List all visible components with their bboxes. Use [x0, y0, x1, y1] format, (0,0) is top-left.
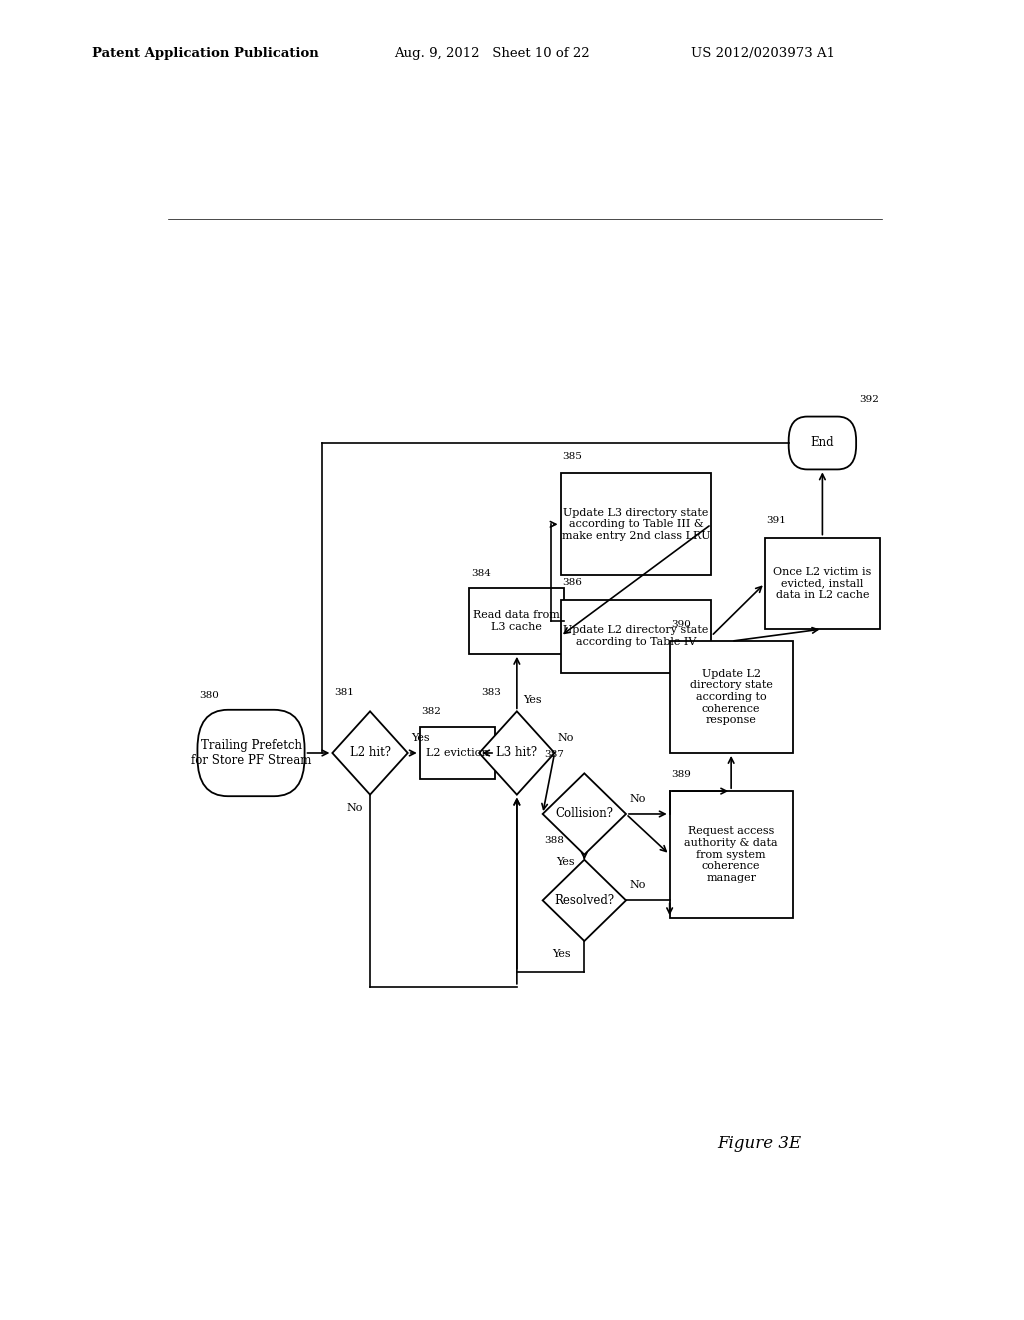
Text: US 2012/0203973 A1: US 2012/0203973 A1 — [691, 46, 836, 59]
Text: Once L2 victim is
evicted, install
data in L2 cache: Once L2 victim is evicted, install data … — [773, 566, 871, 599]
Text: End: End — [811, 437, 835, 450]
Text: No: No — [629, 793, 645, 804]
Text: Figure 3E: Figure 3E — [717, 1135, 801, 1152]
Text: Patent Application Publication: Patent Application Publication — [92, 46, 318, 59]
Text: 382: 382 — [421, 708, 441, 717]
Polygon shape — [543, 859, 626, 941]
Bar — [765, 537, 880, 630]
Text: 384: 384 — [471, 569, 490, 578]
Text: 388: 388 — [544, 837, 564, 846]
Text: 387: 387 — [544, 750, 564, 759]
Text: 390: 390 — [671, 620, 691, 630]
Text: Yes: Yes — [411, 733, 429, 743]
Text: L2 eviction: L2 eviction — [426, 748, 488, 758]
Text: Read data from
L3 cache: Read data from L3 cache — [473, 610, 560, 632]
Text: Trailing Prefetch
for Store PF Stream: Trailing Prefetch for Store PF Stream — [190, 739, 311, 767]
Bar — [670, 791, 793, 919]
Polygon shape — [543, 774, 626, 854]
Text: L2 hit?: L2 hit? — [349, 747, 390, 759]
Bar — [420, 726, 495, 779]
Text: Aug. 9, 2012   Sheet 10 of 22: Aug. 9, 2012 Sheet 10 of 22 — [394, 46, 590, 59]
Text: Request access
authority & data
from system
coherence
manager: Request access authority & data from sys… — [684, 826, 778, 883]
Text: Update L2 directory state
according to Table IV: Update L2 directory state according to T… — [563, 626, 709, 647]
Text: Collision?: Collision? — [555, 808, 613, 821]
Text: No: No — [346, 803, 362, 813]
Polygon shape — [333, 711, 408, 795]
Text: 391: 391 — [766, 516, 786, 525]
Text: No: No — [629, 880, 645, 890]
Text: Update L2
directory state
according to
coherence
response: Update L2 directory state according to c… — [690, 669, 772, 725]
Bar — [560, 474, 712, 576]
FancyBboxPatch shape — [788, 417, 856, 470]
Text: 389: 389 — [671, 770, 691, 779]
Text: 381: 381 — [334, 688, 354, 697]
Text: Yes: Yes — [556, 857, 575, 867]
Text: Yes: Yes — [523, 696, 542, 705]
Bar — [560, 599, 712, 673]
Polygon shape — [479, 711, 555, 795]
FancyBboxPatch shape — [198, 710, 304, 796]
Text: Resolved?: Resolved? — [554, 894, 614, 907]
Text: L3 hit?: L3 hit? — [497, 747, 538, 759]
Text: Update L3 directory state
according to Table III &
make entry 2nd class LRU: Update L3 directory state according to T… — [561, 508, 711, 541]
Bar — [469, 587, 564, 653]
Bar — [670, 642, 793, 752]
Text: Yes: Yes — [553, 949, 571, 960]
Text: 380: 380 — [199, 690, 219, 700]
Text: 386: 386 — [562, 578, 582, 587]
Text: 385: 385 — [562, 453, 582, 461]
Text: 392: 392 — [859, 396, 880, 404]
Text: 383: 383 — [480, 688, 501, 697]
Text: No: No — [558, 733, 574, 743]
